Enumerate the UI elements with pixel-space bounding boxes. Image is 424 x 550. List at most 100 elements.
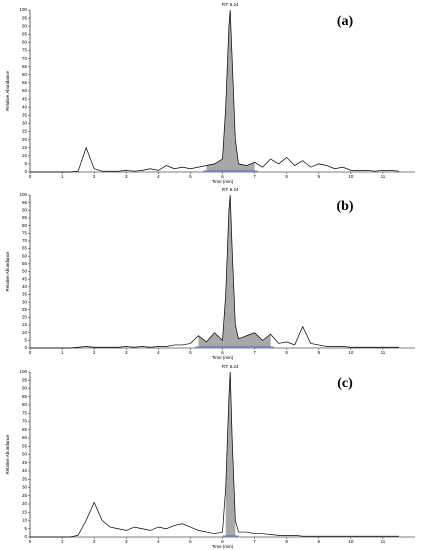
x-tick-label: 0 [29, 174, 32, 179]
peak-area [225, 372, 236, 537]
x-axis-label: Time (min) [212, 355, 234, 360]
y-tick-label: 65 [22, 427, 28, 432]
x-tick-label: 7 [253, 539, 256, 544]
x-tick-label: 9 [317, 174, 320, 179]
y-tick-label: 55 [22, 80, 28, 85]
x-axis-label: Time (min) [212, 544, 234, 549]
y-tick-label: 95 [22, 377, 28, 382]
y-tick-label: 60 [22, 435, 28, 440]
y-tick-label: 40 [22, 104, 28, 109]
x-tick-label: 2 [93, 539, 96, 544]
y-tick-label: 70 [22, 56, 28, 61]
peak-annotation: RT: 6.24 [222, 187, 239, 192]
y-tick-label: 45 [22, 460, 28, 465]
y-tick-label: 50 [22, 88, 28, 93]
chromatogram-line [30, 9, 399, 173]
x-tick-label: 6 [221, 174, 224, 179]
y-tick-label: 70 [22, 238, 28, 243]
y-tick-label: 85 [22, 31, 28, 36]
y-tick-label: 20 [22, 501, 28, 506]
y-tick-label: 30 [22, 299, 28, 304]
y-tick-label: 0 [24, 345, 27, 350]
y-tick-label: 65 [22, 64, 28, 69]
x-tick-label: 11 [381, 350, 386, 355]
y-tick-label: 50 [22, 452, 28, 457]
y-tick-label: 100 [19, 192, 27, 197]
x-tick-label: 5 [189, 174, 192, 179]
y-tick-label: 15 [22, 509, 28, 514]
x-tick-label: 8 [285, 539, 288, 544]
y-tick-label: 10 [22, 153, 28, 158]
y-tick-label: 55 [22, 261, 28, 266]
x-tick-label: 9 [317, 350, 320, 355]
y-tick-label: 75 [22, 410, 28, 415]
x-tick-label: 1 [61, 174, 64, 179]
x-tick-label: 10 [348, 539, 354, 544]
x-tick-label: 7 [253, 350, 256, 355]
y-tick-label: 75 [22, 48, 28, 53]
y-tick-label: 60 [22, 72, 28, 77]
y-tick-label: 90 [22, 386, 28, 391]
y-tick-label: 95 [22, 15, 28, 20]
y-axis-label: Relative Abundance [5, 251, 10, 292]
y-tick-label: 20 [22, 315, 28, 320]
y-tick-label: 90 [22, 207, 28, 212]
y-tick-label: 65 [22, 246, 28, 251]
y-tick-label: 25 [22, 129, 28, 134]
y-tick-label: 5 [24, 338, 27, 343]
x-tick-label: 1 [61, 350, 64, 355]
y-tick-label: 90 [22, 23, 28, 28]
peak-annotation: RT: 6.24 [222, 2, 239, 7]
y-tick-label: 25 [22, 493, 28, 498]
y-tick-label: 15 [22, 145, 28, 150]
y-tick-label: 85 [22, 215, 28, 220]
peak-area [206, 10, 255, 172]
x-tick-label: 6 [221, 539, 224, 544]
x-tick-label: 11 [381, 539, 386, 544]
y-tick-label: 40 [22, 468, 28, 473]
y-tick-label: 75 [22, 230, 28, 235]
y-tick-label: 55 [22, 443, 28, 448]
panel-label: (c) [337, 376, 353, 391]
y-tick-label: 60 [22, 253, 28, 258]
y-tick-label: 0 [24, 534, 27, 539]
y-tick-label: 45 [22, 276, 28, 281]
x-tick-label: 7 [253, 174, 256, 179]
y-tick-label: 50 [22, 269, 28, 274]
peak-area [198, 195, 271, 348]
y-axis-label: Relative Abundance [5, 434, 10, 475]
y-tick-label: 40 [22, 284, 28, 289]
panel-label: (a) [337, 14, 354, 29]
x-tick-label: 3 [125, 539, 128, 544]
x-tick-label: 5 [189, 539, 192, 544]
y-tick-label: 10 [22, 518, 28, 523]
x-tick-label: 3 [125, 174, 128, 179]
y-tick-label: 30 [22, 121, 28, 126]
y-tick-label: 30 [22, 485, 28, 490]
y-tick-label: 10 [22, 330, 28, 335]
y-tick-label: 35 [22, 292, 28, 297]
x-tick-label: 6 [221, 350, 224, 355]
y-tick-label: 80 [22, 402, 28, 407]
chromatogram-line [30, 194, 399, 349]
x-tick-label: 10 [348, 350, 354, 355]
x-tick-label: 11 [381, 174, 386, 179]
y-tick-label: 80 [22, 223, 28, 228]
x-tick-label: 9 [317, 539, 320, 544]
y-tick-label: 100 [19, 7, 27, 12]
y-tick-label: 0 [24, 169, 27, 174]
y-tick-label: 25 [22, 307, 28, 312]
y-tick-label: 45 [22, 96, 28, 101]
x-tick-label: 8 [285, 350, 288, 355]
x-tick-label: 8 [285, 174, 288, 179]
y-tick-label: 80 [22, 40, 28, 45]
y-tick-label: 85 [22, 394, 28, 399]
x-tick-label: 4 [157, 350, 160, 355]
x-tick-label: 3 [125, 350, 128, 355]
y-tick-label: 5 [24, 526, 27, 531]
y-tick-label: 70 [22, 419, 28, 424]
x-tick-label: 2 [93, 174, 96, 179]
x-tick-label: 4 [157, 539, 160, 544]
y-tick-label: 20 [22, 137, 28, 142]
